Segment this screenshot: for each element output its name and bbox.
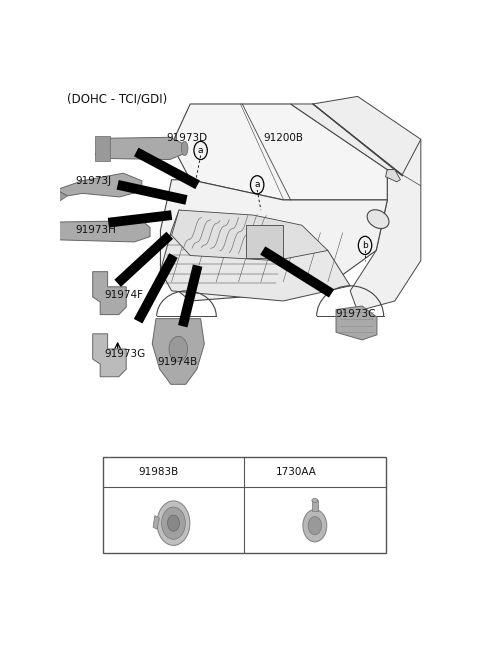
Polygon shape — [385, 170, 400, 182]
Text: 91974B: 91974B — [157, 357, 198, 367]
Text: 91973D: 91973D — [166, 133, 207, 143]
Polygon shape — [93, 334, 126, 377]
Polygon shape — [96, 136, 110, 161]
Polygon shape — [350, 139, 421, 311]
Polygon shape — [152, 319, 204, 384]
Ellipse shape — [367, 210, 389, 228]
Text: (DOHC - TCI/GDI): (DOHC - TCI/GDI) — [67, 93, 168, 106]
Text: a: a — [120, 468, 126, 476]
Polygon shape — [41, 220, 150, 242]
Polygon shape — [45, 190, 67, 203]
Text: 1730AA: 1730AA — [276, 467, 317, 477]
Text: 91974F: 91974F — [104, 290, 143, 300]
Polygon shape — [313, 96, 421, 174]
Circle shape — [168, 515, 180, 531]
Ellipse shape — [181, 141, 188, 155]
Circle shape — [308, 516, 322, 535]
Polygon shape — [172, 210, 328, 260]
Text: 91973J: 91973J — [76, 176, 112, 186]
Polygon shape — [160, 210, 350, 301]
Polygon shape — [96, 137, 185, 159]
Text: 91983B: 91983B — [138, 467, 179, 477]
Bar — [312, 501, 318, 510]
Text: 91200B: 91200B — [264, 133, 304, 143]
Polygon shape — [172, 104, 387, 200]
Polygon shape — [290, 104, 402, 174]
Text: 91973G: 91973G — [104, 349, 145, 359]
Polygon shape — [153, 516, 159, 529]
Text: a: a — [198, 146, 204, 155]
Text: b: b — [258, 468, 264, 476]
Bar — [246, 225, 283, 258]
Text: 91973H: 91973H — [76, 225, 117, 236]
Text: a: a — [254, 180, 260, 190]
Circle shape — [162, 507, 185, 539]
Text: b: b — [362, 241, 368, 250]
Polygon shape — [160, 180, 387, 301]
Ellipse shape — [312, 499, 318, 502]
Bar — [103, 457, 385, 552]
Circle shape — [33, 217, 48, 238]
Circle shape — [303, 510, 327, 542]
Polygon shape — [56, 173, 142, 197]
Polygon shape — [336, 306, 377, 340]
Circle shape — [157, 501, 190, 545]
Circle shape — [169, 337, 188, 361]
Polygon shape — [93, 272, 126, 315]
Text: 91973C: 91973C — [335, 308, 376, 319]
